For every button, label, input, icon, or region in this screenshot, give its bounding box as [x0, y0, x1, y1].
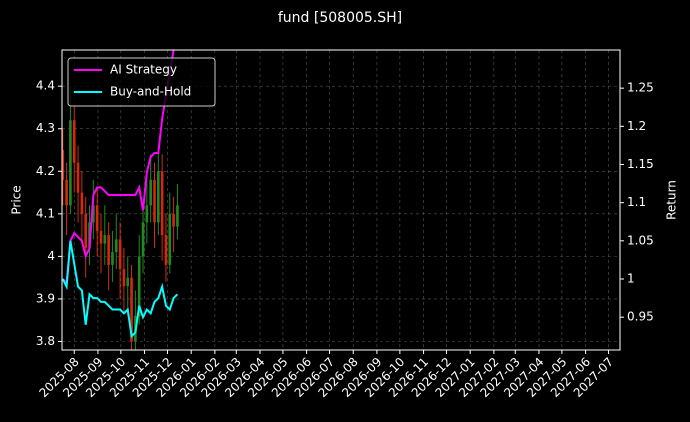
candle-body [149, 179, 152, 206]
y2-tick-label: 1 [627, 272, 635, 286]
y-tick-label: 3.9 [36, 291, 55, 305]
y-tick-label: 3.8 [36, 334, 55, 348]
y-tick-label: 4.1 [36, 206, 55, 220]
candle-body [157, 171, 160, 223]
axes-frame [61, 49, 621, 351]
candle-body [172, 213, 175, 227]
y2-axis-label: Return [665, 180, 679, 220]
plot-area [62, 50, 179, 350]
candle-body [84, 213, 87, 248]
line-series [62, 240, 179, 339]
legend-box [67, 57, 216, 107]
candle-body [114, 239, 118, 253]
candle-body [130, 277, 133, 342]
chart-title: fund [508005.SH] [278, 10, 402, 26]
candle-body [153, 179, 156, 223]
legend-label: AI Strategy [110, 63, 177, 77]
candle-body [62, 150, 65, 180]
candle-body [107, 235, 110, 265]
line-series [62, 50, 175, 286]
candle-body [92, 205, 95, 223]
y2-tick-label: 1.1 [627, 195, 646, 209]
candle-body [76, 162, 80, 193]
legend-label: Buy-and-Hold [110, 85, 191, 99]
y-tick-label: 4.4 [36, 79, 55, 93]
candle-body [118, 239, 122, 270]
y2-tick-label: 1.2 [627, 119, 646, 133]
candle-body [176, 205, 179, 227]
candle-body [95, 205, 99, 231]
candle-body [122, 269, 126, 287]
y2-tick-label: 1.05 [627, 233, 654, 247]
candle-body [80, 192, 84, 214]
candle-body [65, 179, 68, 206]
candle-body [111, 252, 114, 265]
candle-body [145, 205, 149, 223]
candle-body [99, 230, 103, 244]
candle-body [164, 235, 168, 265]
candle-body [137, 256, 141, 316]
y-axis-label: Price [10, 185, 24, 214]
y-tick-label: 4.3 [36, 121, 55, 135]
candle-body [160, 171, 164, 236]
candle-body [126, 277, 130, 287]
y-tick-label: 4 [47, 249, 55, 263]
y2-tick-label: 0.95 [627, 310, 654, 324]
candle-body [103, 235, 107, 244]
y2-tick-label: 1.25 [627, 81, 654, 95]
y-tick-label: 4.2 [36, 164, 55, 178]
candle-body [141, 222, 145, 257]
candle-body [168, 213, 172, 265]
candle-body [69, 120, 72, 206]
candle-body [72, 120, 76, 163]
y2-tick-label: 1.15 [627, 157, 654, 171]
